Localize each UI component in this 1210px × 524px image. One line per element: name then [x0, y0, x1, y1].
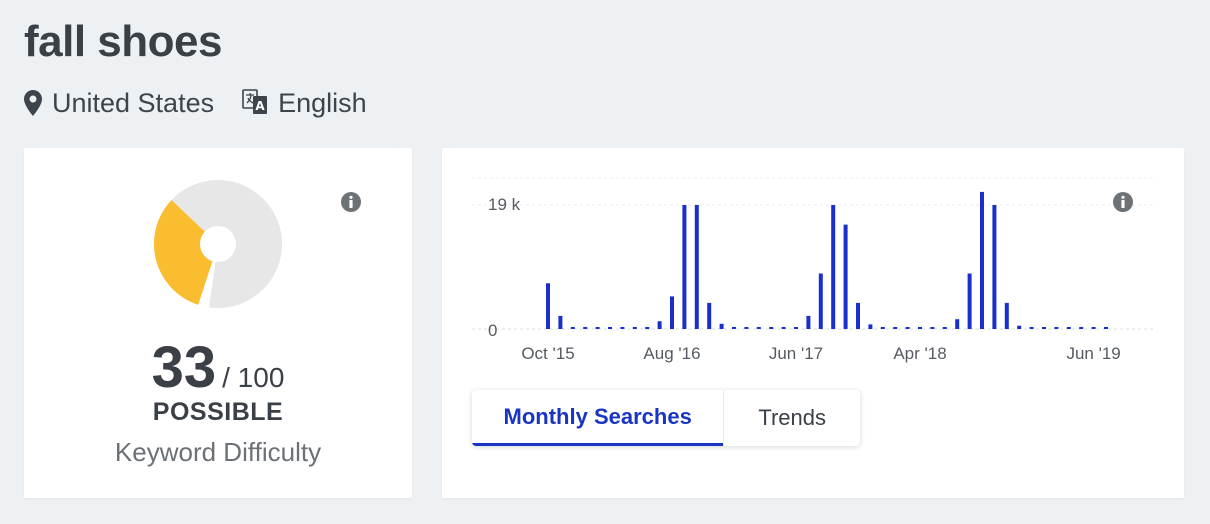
donut-empty-segment: [171, 180, 282, 308]
chart-bar: [583, 327, 588, 329]
chart-bar: [942, 327, 947, 329]
chart-bar: [1017, 325, 1022, 329]
donut-filled-segment: [153, 199, 213, 305]
difficulty-caption: Keyword Difficulty: [114, 437, 322, 467]
chart-bar: [1079, 327, 1084, 329]
y-tick-label: 0: [488, 321, 497, 340]
chart-bar: [645, 327, 650, 329]
chart-bar: [1042, 327, 1046, 329]
chart-bar: [806, 315, 811, 329]
chart-bar: [856, 302, 860, 329]
language-label: English: [278, 87, 367, 118]
translate-icon: A: [242, 89, 268, 114]
chart-bar: [1091, 327, 1096, 329]
tab-trends[interactable]: Trends: [723, 390, 860, 446]
x-tick-label: Oct '15: [521, 344, 574, 363]
chart-bar: [992, 205, 997, 329]
chart-bar: [682, 205, 687, 329]
chart-bar: [1029, 327, 1034, 329]
y-tick-label: 19 k: [488, 195, 521, 214]
chart-bar: [632, 327, 637, 329]
language: A English: [242, 88, 367, 119]
chart-bar: [1004, 302, 1009, 329]
chart-bar: [620, 327, 625, 329]
chart-bar: [918, 327, 922, 329]
chart-bar: [781, 327, 786, 329]
location: United States: [24, 88, 214, 119]
difficulty-score: 33/ 100: [24, 334, 412, 401]
location-label: United States: [52, 87, 215, 118]
chart-bar: [769, 327, 774, 329]
chart-bar: [657, 321, 662, 329]
chart-bar: [831, 205, 836, 329]
info-icon[interactable]: [340, 191, 362, 213]
difficulty-donut: [153, 180, 282, 308]
chart-bar: [595, 327, 600, 329]
chart-bar: [558, 315, 563, 329]
x-tick-label: Apr '18: [893, 344, 946, 363]
map-pin-icon: [24, 90, 42, 116]
search-volume-card: 19 k 0 Oct '15 Aug '16 Jun '17 Apr '18 Jun '…: [442, 148, 1184, 498]
chart-bar: [905, 327, 910, 329]
chart-bar: [1066, 327, 1071, 329]
x-tick-label: Jun '19: [1066, 344, 1120, 363]
chart-bar: [546, 283, 550, 329]
chart-bar: [719, 323, 724, 329]
chart-bar: [608, 327, 612, 329]
chart-bar: [818, 273, 823, 329]
monthly-searches-chart: 19 k 0 Oct '15 Aug '16 Jun '17 Apr '18 Jun '…: [472, 177, 1154, 363]
chart-bar: [868, 324, 873, 329]
chart-bar: [670, 296, 674, 329]
keyword-title: fall shoes: [24, 17, 222, 66]
difficulty-level: POSSIBLE: [152, 398, 284, 426]
chart-bar: [744, 327, 749, 329]
chart-bar: [1054, 327, 1059, 329]
chart-bar: [843, 224, 848, 329]
chart-bar: [880, 327, 885, 329]
chart-bar: [756, 327, 761, 329]
chart-bar: [967, 273, 972, 329]
svg-text:A: A: [255, 99, 265, 113]
x-tick-label: Jun '17: [769, 344, 823, 363]
keyword-meta: United States A English: [24, 86, 367, 120]
chart-bar: [707, 302, 712, 329]
x-tick-label: Aug '16: [643, 344, 700, 363]
chart-bar: [955, 319, 960, 329]
chart-bar: [980, 191, 984, 329]
chart-view-tabs: Monthly Searches Trends: [472, 390, 860, 446]
score-value: 33: [151, 335, 217, 400]
tab-monthly-searches[interactable]: Monthly Searches: [472, 390, 724, 446]
chart-bar: [694, 205, 699, 329]
chart-bar: [794, 327, 798, 329]
chart-bar: [1104, 327, 1108, 329]
chart-bar: [570, 327, 575, 329]
info-icon[interactable]: [1112, 191, 1134, 213]
chart-bar: [732, 327, 736, 329]
score-max: / 100: [222, 362, 285, 393]
chart-bar: [930, 327, 935, 329]
keyword-difficulty-card: 33/ 100 POSSIBLE Keyword Difficulty: [24, 148, 412, 498]
chart-bar: [893, 327, 898, 329]
